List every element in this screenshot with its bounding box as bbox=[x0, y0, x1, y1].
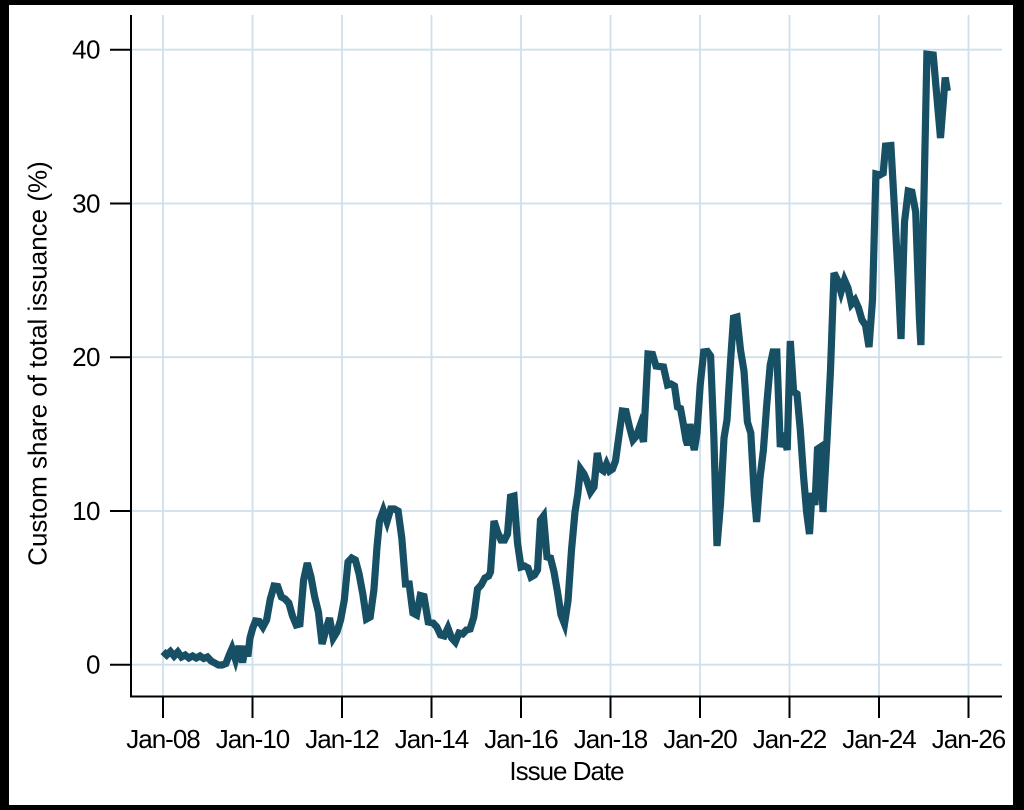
svg-text:Jan-14: Jan-14 bbox=[395, 724, 469, 754]
svg-text:0: 0 bbox=[86, 650, 100, 680]
svg-text:Jan-24: Jan-24 bbox=[842, 724, 916, 754]
svg-text:Jan-16: Jan-16 bbox=[484, 724, 558, 754]
svg-text:20: 20 bbox=[72, 342, 100, 372]
svg-text:Issue Date: Issue Date bbox=[509, 756, 624, 786]
svg-text:Jan-12: Jan-12 bbox=[305, 724, 379, 754]
svg-text:30: 30 bbox=[72, 189, 100, 219]
svg-text:Jan-18: Jan-18 bbox=[574, 724, 648, 754]
svg-text:Jan-26: Jan-26 bbox=[932, 724, 1006, 754]
svg-text:40: 40 bbox=[72, 35, 100, 65]
svg-text:Jan-10: Jan-10 bbox=[216, 724, 290, 754]
svg-text:Jan-22: Jan-22 bbox=[753, 724, 827, 754]
svg-text:Custom share of total issuance: Custom share of total issuance (%) bbox=[23, 161, 53, 566]
svg-text:Jan-20: Jan-20 bbox=[663, 724, 737, 754]
svg-text:10: 10 bbox=[72, 496, 100, 526]
svg-text:Jan-08: Jan-08 bbox=[126, 724, 200, 754]
